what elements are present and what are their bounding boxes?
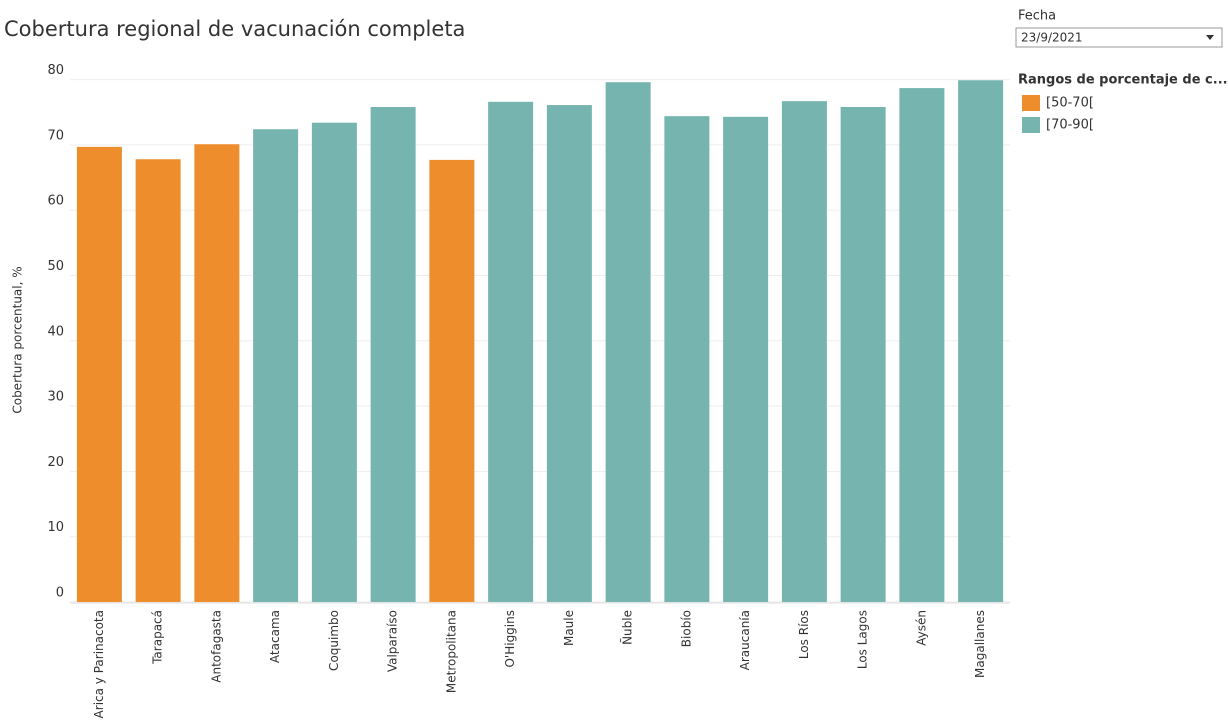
legend-swatch[interactable]	[1022, 117, 1040, 133]
y-tick-label: 70	[47, 128, 64, 143]
filter-label: Fecha	[1018, 9, 1056, 24]
y-tick-label: 80	[47, 63, 64, 78]
bar[interactable]	[899, 88, 945, 602]
dropdown-box[interactable]	[1015, 27, 1223, 48]
y-tick-label: 40	[47, 324, 64, 339]
bar[interactable]	[135, 159, 181, 603]
bar[interactable]	[194, 144, 240, 602]
bar[interactable]	[429, 159, 475, 603]
bar[interactable]	[311, 122, 357, 603]
bar[interactable]	[253, 129, 299, 602]
x-tick-label: Ñuble	[620, 610, 635, 645]
x-tick-label: Los Lagos	[856, 610, 870, 669]
bar[interactable]	[781, 101, 827, 602]
y-axis-label: Cobertura porcentual, %	[11, 266, 25, 413]
x-tick-label: Biobío	[679, 610, 693, 647]
x-tick-label: Maule	[562, 610, 576, 646]
legend-swatch[interactable]	[1022, 95, 1040, 111]
y-tick-label: 30	[47, 390, 64, 405]
legend-label[interactable]: [50-70[	[1046, 96, 1094, 111]
bar[interactable]	[605, 82, 651, 603]
y-tick-label: 0	[56, 586, 64, 601]
bar[interactable]	[723, 116, 769, 603]
x-tick-label: Tarapacá	[151, 610, 165, 665]
legend-label[interactable]: [70-90[	[1046, 118, 1094, 133]
bar[interactable]	[664, 116, 710, 603]
filter-dropdown[interactable]: 23/9/2021	[1015, 27, 1223, 48]
bar[interactable]	[76, 146, 122, 603]
bar[interactable]	[546, 105, 592, 602]
dropdown-value[interactable]: 23/9/2021	[1021, 31, 1083, 45]
x-tick-label: Los Ríos	[797, 610, 811, 659]
y-tick-label: 60	[47, 194, 64, 209]
dropdown-arrow[interactable]	[1206, 35, 1214, 40]
x-tick-label: Magallanes	[973, 610, 987, 678]
chart-title: Cobertura regional de vacunación complet…	[4, 17, 465, 41]
bar[interactable]	[488, 101, 534, 602]
x-tick-label: Metropolitana	[444, 610, 458, 693]
bar[interactable]	[370, 107, 416, 602]
x-tick-label: Atacama	[268, 610, 282, 663]
y-tick-label: 50	[47, 259, 64, 274]
x-tick-label: O'Higgins	[503, 610, 517, 668]
bar[interactable]	[958, 80, 1004, 603]
x-tick-label: Valparaíso	[386, 610, 400, 672]
legend-title: Rangos de porcentaje de c...	[1018, 73, 1228, 88]
y-tick-label: 10	[47, 520, 64, 535]
bar[interactable]	[840, 107, 886, 602]
x-tick-label: Araucanía	[738, 610, 752, 670]
y-tick-label: 20	[47, 455, 64, 470]
x-tick-label: Coquimbo	[327, 610, 341, 671]
x-tick-label: Arica y Parinacota	[92, 610, 106, 718]
x-tick-label: Aysén	[914, 610, 928, 646]
x-tick-label: Antofagasta	[209, 610, 223, 683]
